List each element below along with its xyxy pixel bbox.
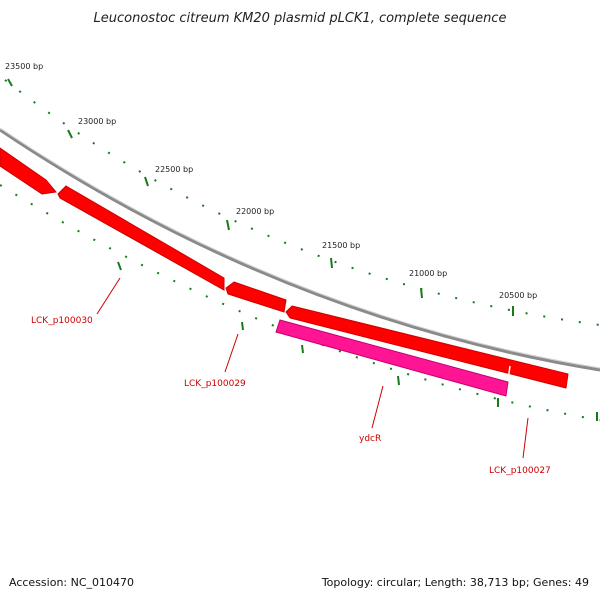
major-tick: [144, 176, 149, 187]
inner-tick: [117, 261, 122, 271]
gene-feature-partial[interactable]: [0, 147, 57, 195]
gene-feature-lck-p100027[interactable]: [285, 305, 569, 389]
major-ticks: [7, 78, 514, 316]
gene-features: [0, 147, 569, 397]
plasmid-backbone: [0, 128, 600, 372]
label-leaders: [96, 277, 529, 459]
tick-label: 21500 bp: [322, 241, 360, 250]
gene-label-lck-p100030[interactable]: LCK_p100030: [31, 316, 93, 326]
outer-tick-ring: [4, 79, 600, 326]
gene-feature-lck-p100029[interactable]: [225, 281, 287, 313]
summary-text: Topology: circular; Length: 38,713 bp; G…: [321, 576, 589, 589]
tick-label: 23000 bp: [78, 117, 116, 126]
gene-label-ydcr[interactable]: ydcR: [359, 434, 381, 444]
inner-tick: [397, 375, 400, 386]
inner-tick-ring: [0, 184, 600, 421]
inner-tick: [301, 344, 304, 354]
tick-label: 22500 bp: [155, 165, 193, 174]
gene-feature-ydcr[interactable]: [275, 319, 509, 397]
major-tick: [67, 129, 73, 139]
major-tick: [420, 287, 423, 299]
leader-line: [224, 333, 239, 373]
backbone-highlight: [0, 127, 600, 369]
leader-line: [522, 417, 529, 459]
major-tick: [226, 219, 230, 231]
tick-label: 21000 bp: [409, 269, 447, 278]
major-tick: [7, 78, 13, 87]
leader-line: [371, 385, 384, 429]
gene-boundary: [507, 365, 511, 381]
major-tick: [330, 257, 333, 269]
tick-label: 22000 bp: [236, 207, 274, 216]
accession-text: Accession: NC_010470: [9, 576, 134, 589]
tick-label: 20500 bp: [499, 291, 537, 300]
gene-label-lck-p100029[interactable]: LCK_p100029: [184, 379, 246, 389]
inner-tick: [241, 321, 244, 331]
gene-label-lck-p100027[interactable]: LCK_p100027: [489, 466, 551, 476]
leader-line: [96, 277, 121, 315]
map-title: Leuconostoc citreum KM20 plasmid pLCK1, …: [94, 11, 507, 26]
gene-feature-lck-p100030[interactable]: [57, 185, 225, 291]
inner-major-ticks: [117, 261, 598, 421]
tick-label: 23500 bp: [5, 62, 43, 71]
